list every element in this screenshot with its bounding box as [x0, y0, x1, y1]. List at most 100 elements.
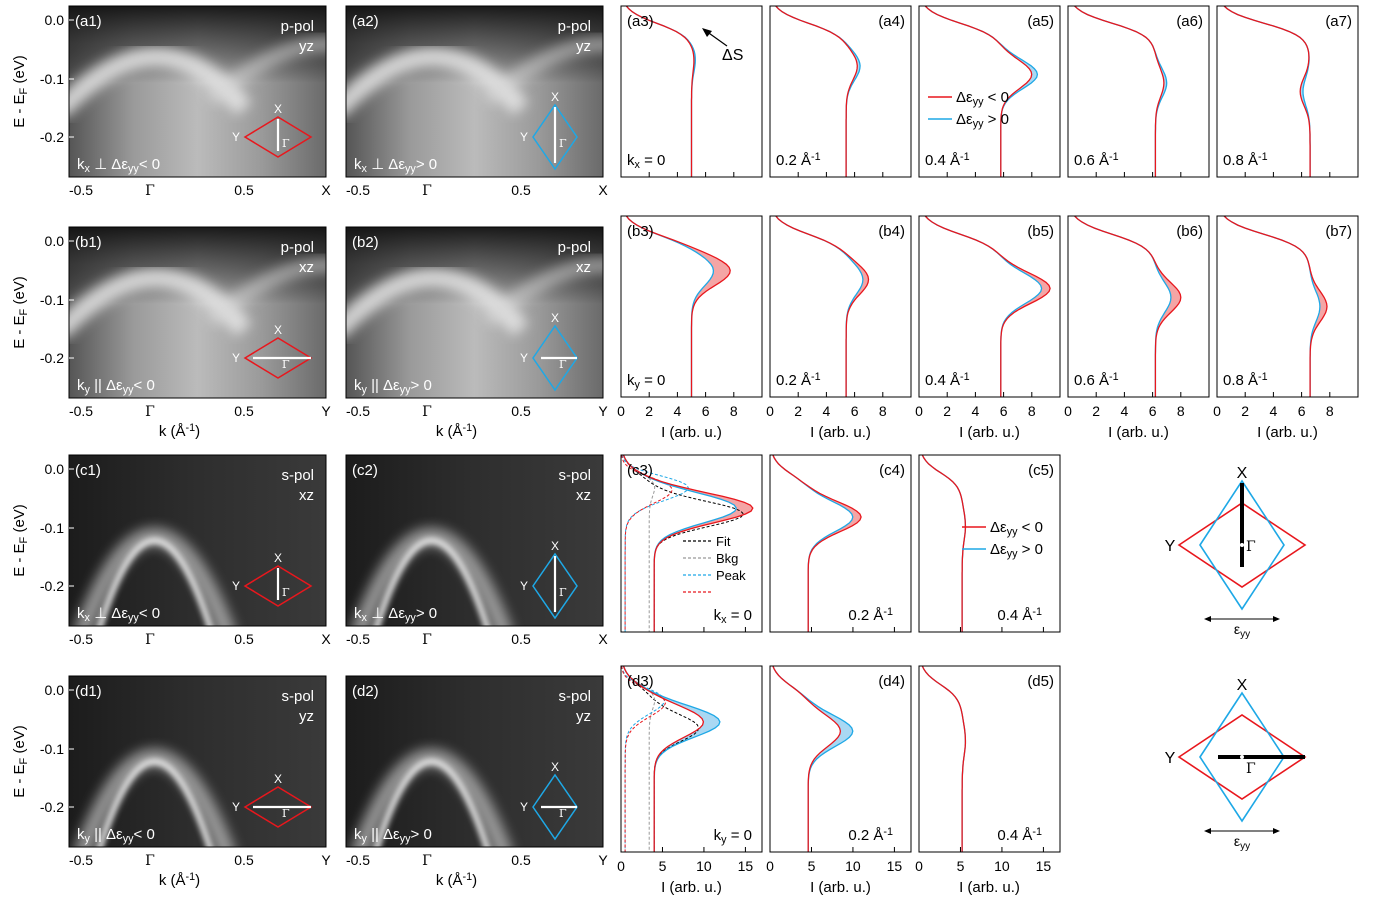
panel-frame — [918, 454, 1061, 633]
polarization-label: p-pol — [558, 18, 591, 35]
text-part: -1 — [1258, 151, 1268, 163]
arrow-head — [1273, 828, 1280, 834]
x-tick-label: 2 — [1241, 403, 1249, 419]
text-part: x — [362, 163, 368, 175]
text-part: ε — [1234, 833, 1240, 849]
fit-curve — [623, 455, 745, 632]
x-tick-label: 0.5 — [234, 852, 254, 868]
text-part: k — [77, 605, 85, 622]
arrow-head — [702, 28, 712, 37]
y-axis-label: E - EF (eV) — [11, 55, 30, 128]
text-part: k — [627, 152, 635, 169]
bz-label-x: X — [551, 90, 559, 104]
text-part: F — [18, 308, 30, 315]
text-part: ⊥ Δε — [367, 605, 405, 622]
series-pos-line — [772, 455, 854, 632]
panel-frame — [68, 454, 327, 627]
k-label: 0.6 Å-1 — [1074, 371, 1119, 389]
x-tick-label: 2 — [1092, 403, 1100, 419]
series-neg-line — [775, 6, 858, 177]
text-part: < 0 — [984, 89, 1009, 106]
text-part: || Δε — [367, 377, 400, 394]
text-part: k — [354, 156, 362, 173]
axes-labels: 0.0-0.1-0.2E - EF (eV)-0.5 Γ 0.5 X -0.5 Γ 0.5 X… — [11, 12, 608, 889]
x-tick-label: -0.5 — [346, 631, 370, 647]
x-axis-label: I (arb. u.) — [661, 424, 722, 441]
panel-image — [69, 6, 326, 177]
text-part: E - E — [11, 543, 28, 576]
text-part: < 0 — [134, 826, 155, 843]
x-tick-label: 0.5 — [511, 631, 531, 647]
k-label: 0.2 Å-1 — [776, 151, 821, 169]
text-part: ) — [472, 423, 477, 440]
arrow-head — [1204, 828, 1211, 834]
fit-legend-label: Bkg — [716, 551, 738, 566]
x-tick-label: -0.5 — [69, 403, 93, 419]
x-tick-label: -0.5 — [346, 182, 370, 198]
strain-label: εyy — [1234, 833, 1251, 852]
panel-label: (b5) — [1027, 223, 1054, 240]
x-tick-label: 5 — [957, 858, 965, 874]
edc-plot — [625, 6, 696, 177]
edc-panel-c3: (c3) kx = 0 — [620, 454, 763, 633]
arpes-panel-b2: (b2) p-pol xz ky || Δεyy> 0 X Y Γ — [345, 226, 604, 399]
text-part: k (Å — [159, 423, 186, 440]
series-pos-line — [772, 666, 854, 852]
x-tick-label: -0.5 — [346, 403, 370, 419]
bz-label-gamma: Γ — [559, 137, 567, 150]
arpes-panel-d2: (d2) s-pol yz ky || Δεyy> 0 X Y Γ — [345, 675, 604, 848]
panel-frame — [620, 5, 763, 178]
text-part: || Δε — [367, 826, 400, 843]
panel-label: (d2) — [352, 683, 379, 700]
x-axis-label: I (arb. u.) — [1108, 424, 1169, 441]
plane-label: yz — [299, 708, 314, 725]
panel-frame — [620, 454, 763, 633]
panel-label: (d4) — [878, 673, 905, 690]
text-part: yy — [128, 612, 139, 624]
bz-label-y: Y — [520, 800, 528, 814]
series-neg-line — [625, 216, 731, 397]
x-tick-label: 4 — [972, 403, 980, 419]
polarization-label: p-pol — [281, 18, 314, 35]
x-tick-label: 15 — [887, 858, 903, 874]
series-pos-line — [625, 216, 715, 397]
text-part: x — [85, 612, 91, 624]
arpes-panel-c2: (c2) s-pol xz kx ⊥ Δεyy> 0 X Y Γ — [345, 454, 604, 627]
panel-label: (a4) — [878, 13, 905, 30]
x-axis-label: I (arb. u.) — [810, 879, 871, 896]
text-part: > 0 — [411, 377, 432, 394]
x-tick-label: 2 — [794, 403, 802, 419]
panel-label: (c5) — [1028, 462, 1054, 479]
bz-label-y: Y — [520, 130, 528, 144]
x-tick-label: 0 — [915, 403, 923, 419]
text-part: ⊥ Δε — [90, 156, 128, 173]
edc-plot — [1074, 216, 1182, 397]
band-glow — [75, 527, 235, 626]
x-tick-label: 2 — [645, 403, 653, 419]
k-label: 0.2 Å-1 — [848, 606, 893, 624]
x-tick-label: 5 — [659, 858, 667, 874]
text-part: k — [77, 826, 85, 843]
x-axis-label: I (arb. u.) — [1257, 424, 1318, 441]
condition-label: kx ⊥ Δεyy< 0 — [77, 156, 160, 175]
panel-frame — [769, 454, 912, 633]
panel-label: (a6) — [1176, 13, 1203, 30]
gamma-point — [1240, 543, 1244, 547]
k-label: 0.4 Å-1 — [925, 371, 970, 389]
text-part: k — [77, 156, 85, 173]
x-tick-label: 15 — [1036, 858, 1052, 874]
difference-area — [623, 666, 720, 852]
plane-label: yz — [299, 38, 314, 55]
panel-frame — [620, 665, 763, 853]
x-tick-label: Γ — [145, 632, 155, 648]
panel-label: (b2) — [352, 234, 379, 251]
x-tick-label: X — [598, 631, 608, 647]
panel-frame — [620, 215, 763, 398]
x-tick-label: 8 — [730, 403, 738, 419]
text-part: k — [77, 377, 85, 394]
text-part: -1 — [883, 606, 893, 618]
x-tick-label: Y — [321, 852, 331, 868]
panel-frame — [345, 675, 604, 848]
